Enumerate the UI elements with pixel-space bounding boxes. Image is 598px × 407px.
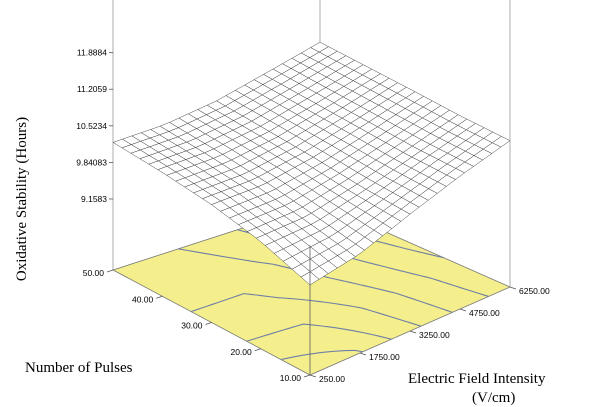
y-axis-label-line2: (V/cm) xyxy=(472,390,515,406)
x-tick-mark xyxy=(303,374,311,378)
x-tick-mark xyxy=(254,348,261,352)
y-tick-label: 3250.00 xyxy=(419,330,450,340)
y-axis-label-line1: Electric Field Intensity xyxy=(408,371,546,387)
x-tick-label: 40.00 xyxy=(132,294,154,304)
z-tick-label: 10.5234 xyxy=(76,121,107,131)
y-tick-label: 6250.00 xyxy=(519,286,550,296)
back-right-pane xyxy=(509,0,511,287)
contour-line xyxy=(246,323,392,342)
y-tick-label: 250.00 xyxy=(319,374,345,384)
z-tick-label: 11.8884 xyxy=(77,48,107,58)
z-tick-label: 9.1583 xyxy=(81,194,107,204)
y-tick-label: 1750.00 xyxy=(369,352,400,362)
y-tick-mark xyxy=(309,374,317,378)
z-axis-label: Oxidative Stability (Hours) xyxy=(14,117,30,281)
x-tick-mark xyxy=(205,322,212,325)
y-tick-mark xyxy=(509,286,517,290)
contour-line xyxy=(190,293,422,327)
x-tick-mark xyxy=(106,269,114,273)
x-tick-label: 50.00 xyxy=(83,268,105,278)
x-axis-label: Number of Pulses xyxy=(25,360,133,376)
x-tick-label: 20.00 xyxy=(230,347,252,357)
y-tick-label: 4750.00 xyxy=(469,308,500,318)
z-tick-label: 11.2059 xyxy=(77,84,107,94)
y-tick-mark xyxy=(409,330,417,334)
z-tick-label: 9.84083 xyxy=(76,157,107,167)
y-tick-mark xyxy=(459,308,467,312)
x-tick-mark xyxy=(156,295,163,299)
x-tick-label: 30.00 xyxy=(181,321,203,331)
x-tick-label: 10.00 xyxy=(280,373,302,383)
contour-line xyxy=(280,349,363,361)
y-tick-mark xyxy=(359,352,367,356)
